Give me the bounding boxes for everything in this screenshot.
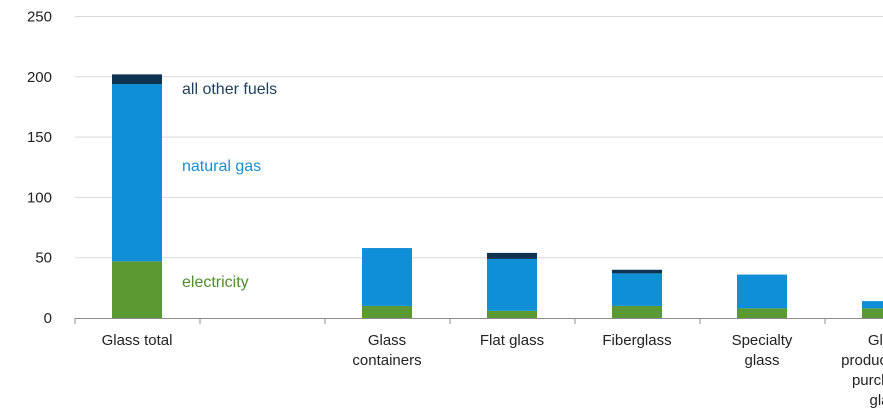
bar-segment-natural-gas: [487, 258, 537, 311]
series-annotation: natural gas: [182, 158, 261, 175]
bars: [112, 74, 883, 318]
grid: [75, 16, 883, 259]
x-category-label: Glass: [868, 332, 883, 349]
y-tick-label: 150: [27, 129, 52, 146]
x-category-label: glass: [744, 352, 779, 369]
bar-segment-electricity: [612, 305, 662, 318]
x-axis: Glass total Glass containers Flat glass Fibe…: [74, 318, 883, 409]
series-annotation: all other fuels: [182, 81, 277, 98]
bar-segment-electricity: [737, 308, 787, 318]
y-tick-label: 100: [27, 189, 52, 206]
y-tick-label: 200: [27, 69, 52, 86]
annotations: all other fuels natural gas electricity: [182, 81, 277, 291]
y-tick-label: 0: [44, 310, 52, 327]
y-axis: 0 50 100 150 200 250: [27, 9, 52, 328]
bar-segment-other-fuels: [487, 252, 537, 259]
y-tick-label: 250: [27, 9, 52, 26]
x-category-label: Fiberglass: [602, 332, 671, 349]
x-category-label: glass: [869, 392, 883, 409]
bar-segment-electricity: [487, 310, 537, 318]
bar-segment-electricity: [862, 308, 883, 318]
bar-segment-natural-gas: [362, 248, 412, 306]
bar-segment-natural-gas: [737, 274, 787, 309]
x-category-label: products from: [841, 352, 883, 369]
series-annotation: electricity: [182, 274, 249, 291]
y-tick-label: 50: [35, 250, 52, 267]
x-category-label: purchased: [852, 372, 883, 389]
bar-segment-electricity: [362, 305, 412, 318]
bar-segment-natural-gas: [112, 84, 162, 262]
x-category-label: containers: [352, 352, 421, 369]
bar-segment-natural-gas: [862, 301, 883, 309]
x-category-label: Glass: [368, 332, 406, 349]
bar-segment-natural-gas: [612, 273, 662, 306]
bar-segment-other-fuels: [612, 269, 662, 274]
bar-segment-electricity: [112, 261, 162, 318]
x-category-label: Glass total: [102, 332, 173, 349]
x-category-label: Flat glass: [480, 332, 544, 349]
x-category-label: Specialty: [732, 332, 793, 349]
bar-segment-other-fuels: [112, 74, 162, 85]
